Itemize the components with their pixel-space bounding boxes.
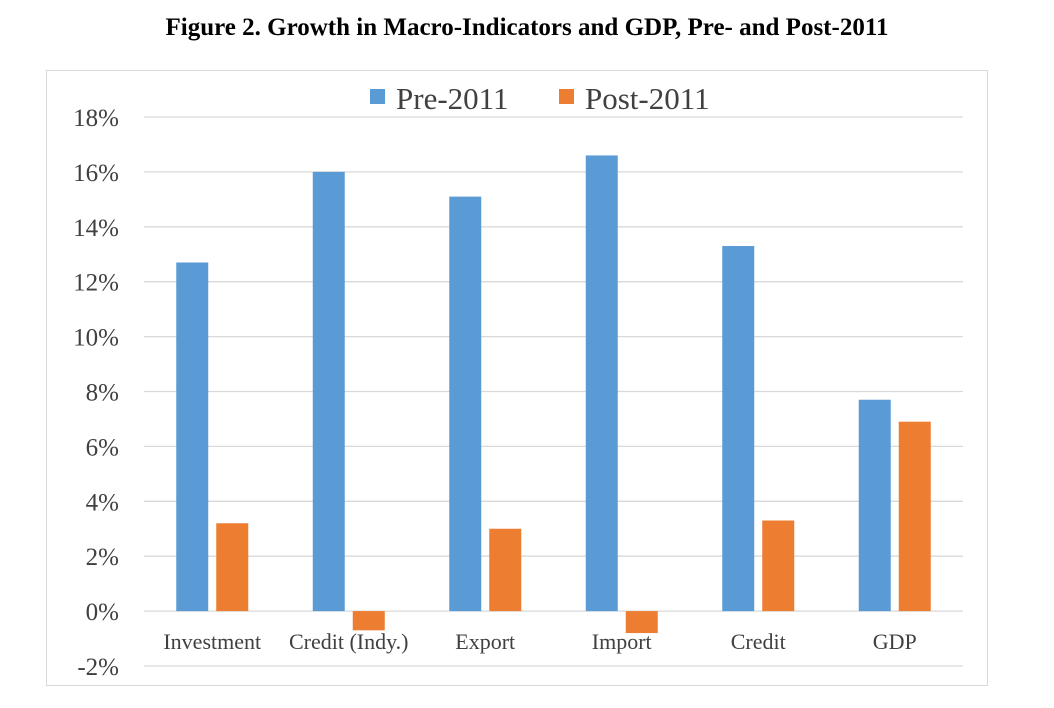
x-category-label: Export <box>455 629 515 654</box>
y-tick-label: 8% <box>86 380 119 407</box>
chart-area: -2% 0% 2% 4% 6% 8% 10% 12% 14% 16% 18% Investment C… <box>46 70 988 686</box>
bar-post-2011-0 <box>216 523 249 612</box>
legend-swatch <box>559 89 574 104</box>
bar-pre-2011-1 <box>312 171 345 612</box>
bar-pre-2011-3 <box>585 155 618 612</box>
y-tick-label: 2% <box>86 544 119 571</box>
x-category-label: Investment <box>163 629 261 654</box>
legend-label: Post-2011 <box>585 81 710 116</box>
bar-post-2011-5 <box>898 421 931 612</box>
chart-title: Figure 2. Growth in Macro-Indicators and… <box>165 14 889 41</box>
bar-pre-2011-5 <box>858 399 891 612</box>
legend-label: Pre-2011 <box>396 81 509 116</box>
y-axis-ticks: -2% 0% 2% 4% 6% 8% 10% 12% 14% 16% 18% <box>73 105 119 681</box>
bar-post-2011-1 <box>352 611 385 631</box>
legend-swatch <box>370 89 385 104</box>
y-tick-label: 0% <box>86 599 119 626</box>
y-tick-label: 18% <box>73 105 119 132</box>
bar-post-2011-2 <box>489 528 522 612</box>
bar-pre-2011-2 <box>449 196 482 612</box>
x-category-label: Credit <box>731 629 786 654</box>
bars <box>176 155 931 634</box>
y-tick-label: 4% <box>86 489 119 516</box>
y-tick-label: -2% <box>77 654 119 681</box>
bar-pre-2011-0 <box>176 262 209 612</box>
legend: Pre-2011 Post-2011 <box>370 81 710 116</box>
gridlines <box>144 116 963 667</box>
bar-pre-2011-4 <box>722 246 755 612</box>
x-axis-categories: Investment Credit (Indy.) Export Import Cred… <box>163 629 916 654</box>
y-tick-label: 16% <box>73 160 119 187</box>
bar-post-2011-4 <box>762 520 795 612</box>
x-category-label: Credit (Indy.) <box>289 629 409 654</box>
x-category-label: GDP <box>873 629 917 654</box>
y-tick-label: 14% <box>73 215 119 242</box>
y-tick-label: 10% <box>73 325 119 352</box>
x-category-label: Import <box>592 629 652 654</box>
y-tick-label: 12% <box>73 270 119 297</box>
y-tick-label: 6% <box>86 434 119 461</box>
bar-chart: -2% 0% 2% 4% 6% 8% 10% 12% 14% 16% 18% Investment C… <box>73 81 963 681</box>
bar-post-2011-3 <box>625 611 658 634</box>
